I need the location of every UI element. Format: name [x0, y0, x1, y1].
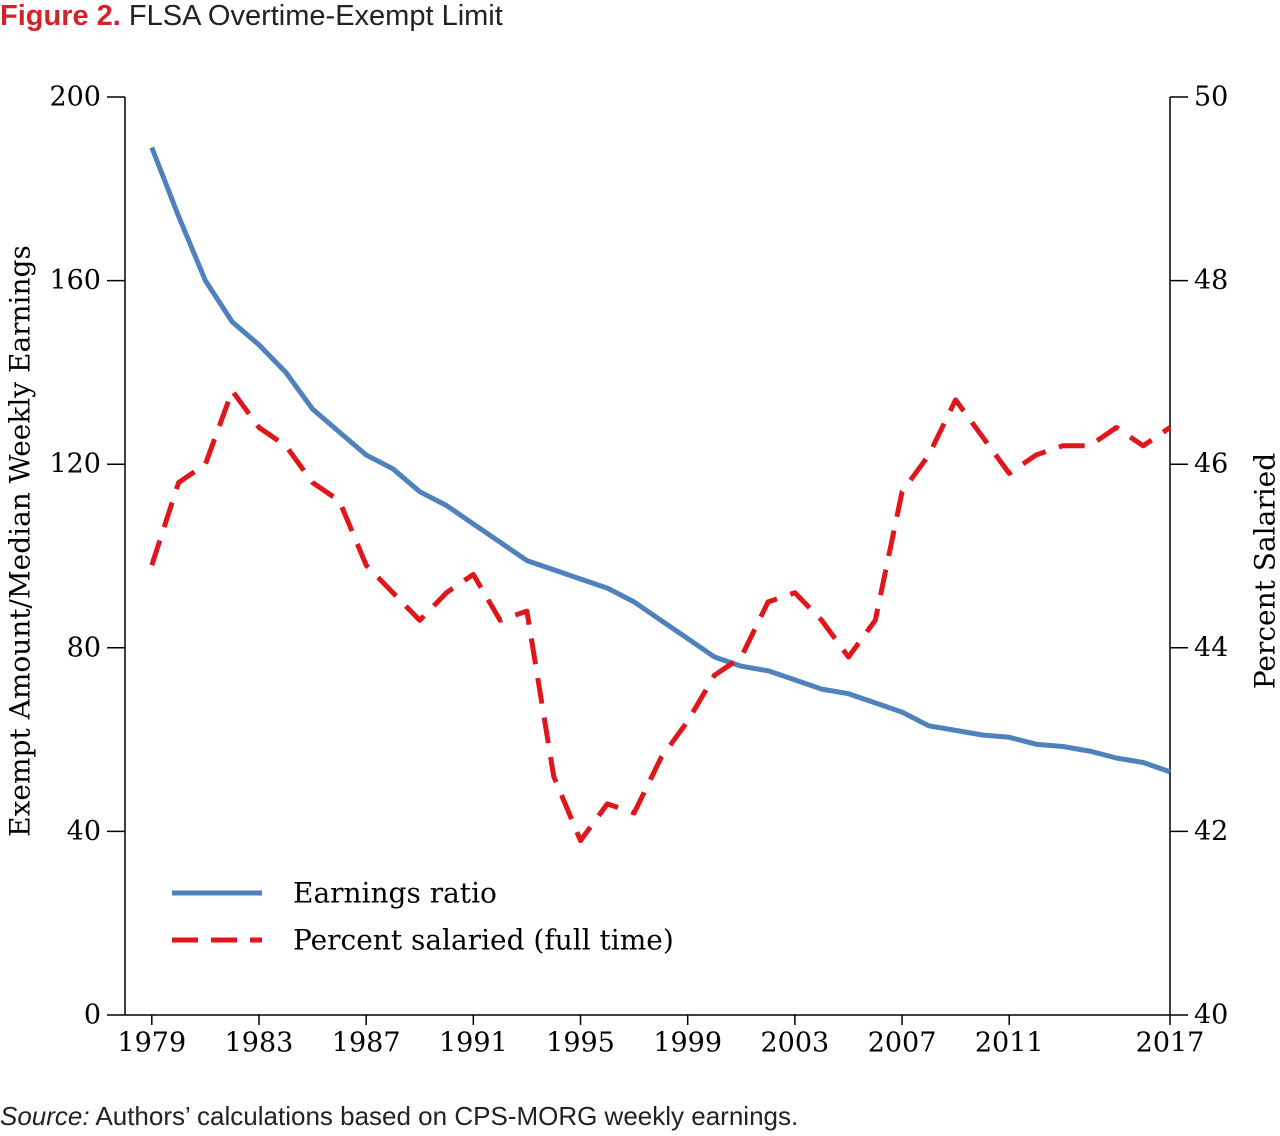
y-axis-title: Exempt Amount/Median Weekly Earnings	[4, 245, 37, 837]
y2-tick-label: 40	[1194, 1000, 1228, 1031]
x-tick-label: 2003	[761, 1028, 830, 1059]
y-tick-label: 120	[49, 449, 101, 480]
figure-title-text: FLSA Overtime-Exempt Limit	[128, 0, 503, 32]
chart: 0 40 80 120 160 200 40 42 44 46 48 50 1979 1983 1987 19…	[4, 82, 1280, 1059]
chart-series	[149, 146, 1172, 844]
x-tick-label: 1983	[225, 1028, 294, 1059]
legend-earnings-ratio-label: Earnings ratio	[293, 877, 497, 910]
percent-salaried-line	[149, 388, 1172, 844]
x-tick-label: 2011	[975, 1028, 1044, 1059]
y-tick-label: 40	[67, 816, 101, 847]
y2-axis-title: Percent Salaried	[1249, 453, 1280, 689]
y-tick-label: 0	[84, 1000, 101, 1031]
y2-tick-label: 48	[1194, 265, 1228, 296]
x-tick-label: 1999	[653, 1028, 722, 1059]
x-tick-label: 1987	[332, 1028, 401, 1059]
y-tick-label: 200	[49, 82, 101, 113]
y2-tick-label: 44	[1194, 632, 1228, 663]
x-tick-label: 1979	[117, 1028, 186, 1059]
source-text: Authors’ calculations based on CPS-MORG …	[95, 1101, 799, 1131]
y2-tick-label: 50	[1194, 82, 1228, 113]
x-tick-label: 2017	[1136, 1028, 1205, 1059]
legend-percent-salaried-label: Percent salaried (full time)	[293, 924, 674, 957]
earnings-ratio-line	[149, 146, 1171, 775]
y-tick-label: 80	[67, 632, 101, 663]
x-tick-label: 2007	[868, 1028, 937, 1059]
source-note: Source: Authors’ calculations based on C…	[0, 1096, 798, 1136]
y2-tick-label: 42	[1194, 816, 1228, 847]
y-tick-label: 160	[49, 265, 101, 296]
chart-axes: 0 40 80 120 160 200 40 42 44 46 48 50 1979 1983 1987 19…	[4, 82, 1280, 1059]
figure-number: Figure 2.	[0, 0, 121, 32]
chart-legend: Earnings ratio Percent salaried (full tim…	[172, 877, 674, 957]
x-tick-label: 1991	[439, 1028, 508, 1059]
figure-title: Figure 2. FLSA Overtime-Exempt Limit	[0, 0, 503, 36]
y2-tick-label: 46	[1194, 449, 1228, 480]
source-label: Source:	[0, 1101, 90, 1131]
x-tick-label: 1995	[546, 1028, 615, 1059]
